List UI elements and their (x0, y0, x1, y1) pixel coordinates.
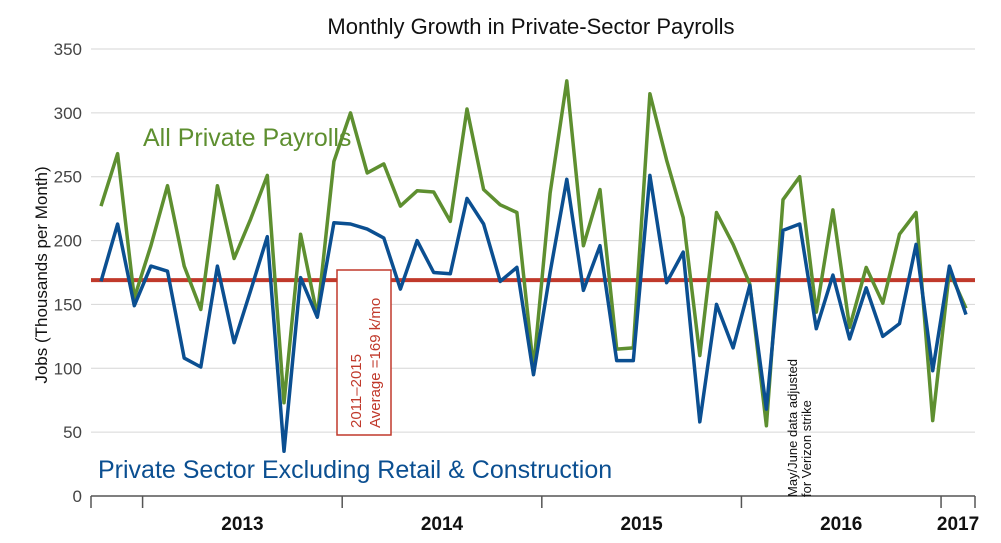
y-tick-0: 0 (73, 487, 82, 506)
average-annotation-line1: 2011–2015 (348, 354, 365, 428)
y-tick-350: 350 (54, 40, 82, 59)
y-tick-200: 200 (54, 232, 82, 251)
series-lines (99, 79, 968, 454)
chart-title: Monthly Growth in Private-Sector Payroll… (327, 14, 734, 39)
gridlines (91, 48, 975, 433)
x-tick-2013: 2013 (221, 514, 263, 535)
average-annotation-box (336, 269, 392, 436)
series-label-excluding-retail-construction: Private Sector Excluding Retail & Constr… (98, 456, 612, 484)
x-tick-2016: 2016 (820, 514, 862, 535)
y-tick-100: 100 (54, 359, 82, 378)
y-tick-50: 50 (63, 423, 82, 442)
x-tick-2015: 2015 (620, 514, 663, 535)
series-label-all-private: All Private Payrolls (143, 124, 351, 152)
y-tick-150: 150 (54, 295, 82, 314)
verizon-annotation-line2: for Verizon strike (799, 400, 814, 497)
y-axis-label: Jobs (Thousands per Month) (32, 166, 51, 383)
x-tick-2017: 2017 (937, 514, 979, 535)
y-tick-labels: 0 50 100 150 200 250 300 350 (54, 40, 82, 506)
verizon-annotation-line1: May/June data adjusted (785, 359, 800, 497)
x-axis (90, 495, 976, 508)
average-annotation-line2: Average =169 k/mo (367, 298, 384, 428)
average-annotation: 2011–2015 Average =169 k/mo (336, 269, 392, 436)
x-tick-2014: 2014 (421, 514, 464, 535)
verizon-annotation: May/June data adjusted for Verizon strik… (785, 359, 814, 497)
x-tick-labels: 2013 2014 2015 2016 2017 (221, 514, 979, 535)
y-tick-300: 300 (54, 104, 82, 123)
series-line-1 (99, 173, 968, 454)
y-tick-250: 250 (54, 168, 82, 187)
